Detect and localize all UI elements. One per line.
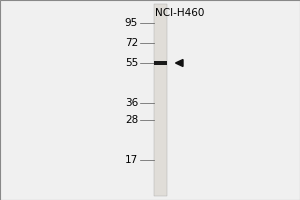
Bar <box>154 61 167 65</box>
Text: 95: 95 <box>125 18 138 28</box>
Text: 72: 72 <box>125 38 138 48</box>
Text: 36: 36 <box>125 98 138 108</box>
Polygon shape <box>176 60 183 66</box>
Text: 17: 17 <box>125 155 138 165</box>
Text: 28: 28 <box>125 115 138 125</box>
Bar <box>154 4 167 196</box>
Text: NCI-H460: NCI-H460 <box>155 8 205 18</box>
Text: 55: 55 <box>125 58 138 68</box>
